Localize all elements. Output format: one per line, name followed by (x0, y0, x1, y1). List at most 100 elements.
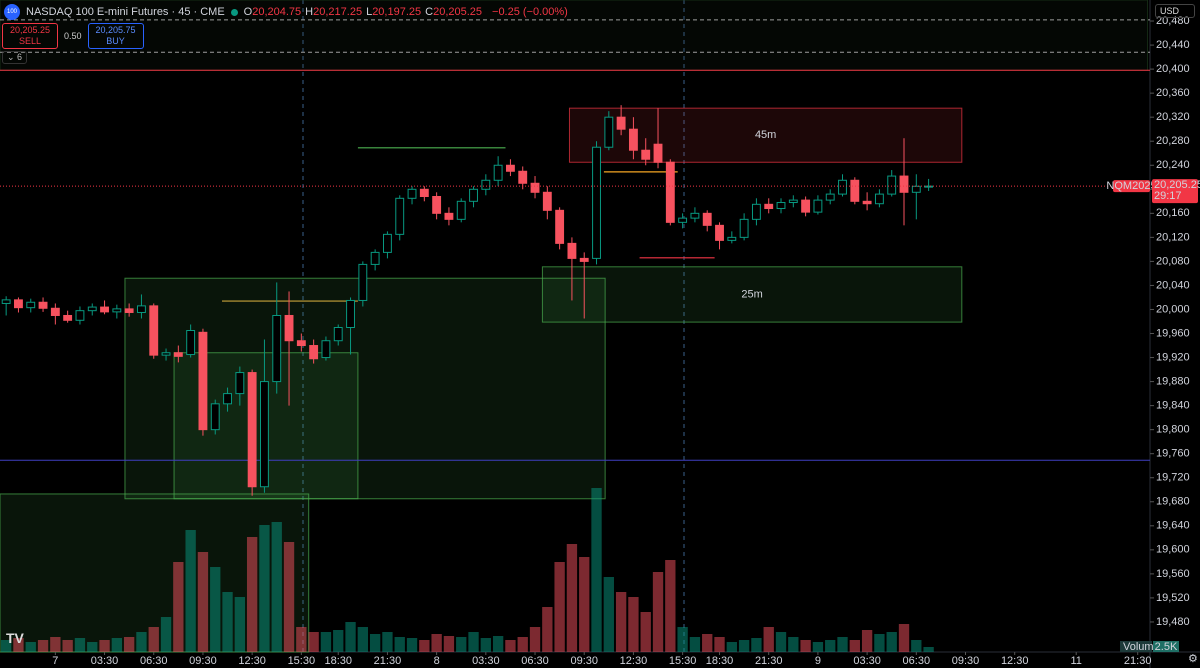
volume-bar (333, 630, 344, 652)
volume-bar (591, 488, 602, 652)
y-tick-label: 20,280 (1156, 135, 1190, 147)
candle-body (555, 209, 565, 244)
candle-body (173, 352, 183, 357)
x-tick-label: 03:30 (91, 655, 119, 667)
candle-body (296, 340, 306, 347)
volume-bar (861, 630, 873, 652)
x-tick-label: 06:30 (521, 655, 549, 667)
sell-button[interactable]: 20,205.25 SELL (2, 23, 58, 49)
candle-body (592, 146, 601, 259)
candle-body (137, 305, 146, 313)
y-tick-label: 20,440 (1156, 39, 1190, 51)
settings-icon[interactable]: ⚙ (1188, 653, 1198, 665)
currency-select[interactable]: USD (1155, 4, 1195, 18)
volume-bar (296, 627, 307, 652)
candle-body (346, 299, 355, 329)
volume-bar (652, 572, 664, 652)
candle-body (518, 170, 528, 184)
candle-body (124, 308, 134, 313)
change: −0.25 (−0.00%) (492, 6, 568, 18)
x-tick-label: 8 (434, 655, 440, 667)
ohlc-legend: O20,204.75 H20,217.25 L20,197.25 C20,205.25 (244, 6, 486, 18)
market-status[interactable] (230, 8, 238, 16)
volume-bar (271, 522, 282, 652)
buy-button[interactable]: 20,205.75 BUY (87, 23, 144, 49)
candle-body (1, 299, 11, 304)
candle-body (161, 352, 171, 356)
y-tick-label: 20,400 (1156, 63, 1190, 75)
candle-body (838, 179, 847, 195)
volume-bar (246, 537, 258, 652)
candle-body (14, 299, 23, 309)
volume-bar (136, 632, 147, 652)
candle-body (469, 188, 478, 202)
indicators-toggle[interactable]: ⌄ 6 (2, 51, 28, 64)
candle-body (235, 372, 245, 395)
zone-label: 45m (755, 129, 776, 141)
volume-bar (468, 632, 479, 652)
y-tick-label: 20,120 (1156, 231, 1190, 243)
y-tick-label: 19,960 (1156, 327, 1190, 339)
volume-bar (62, 640, 73, 652)
volume-bar (726, 642, 737, 652)
price-tag-label: 20,205.25 (1154, 179, 1200, 191)
candle-body (530, 182, 540, 193)
candle-body (75, 310, 85, 321)
volume-bar (320, 632, 332, 652)
ohlc-value: 20,205.25 (433, 6, 483, 18)
buy-price: 20,205.75 (95, 25, 136, 35)
x-tick-label: 06:30 (903, 655, 931, 667)
candle-body (764, 203, 774, 210)
volume-bar (148, 627, 159, 652)
x-tick-label: 21:30 (1124, 655, 1152, 667)
volume-bar (50, 637, 61, 652)
volume-bar (812, 642, 824, 652)
y-tick-label: 19,640 (1156, 520, 1190, 532)
y-tick-label: 19,600 (1156, 544, 1190, 556)
sell-price: 20,205.25 (9, 25, 51, 35)
candle-body (542, 191, 552, 211)
candle-body (407, 188, 417, 199)
x-tick-label: 09:30 (570, 655, 598, 667)
candle-body (333, 327, 343, 342)
volume-bar (898, 624, 910, 652)
x-tick-label: 03:30 (853, 655, 881, 667)
y-tick-label: 19,800 (1156, 424, 1190, 436)
candle-body (272, 314, 282, 383)
candle-body (444, 212, 454, 220)
y-tick-label: 20,160 (1156, 207, 1190, 219)
volume-bar (837, 637, 848, 652)
x-tick-label: 11 (1070, 655, 1081, 667)
y-tick-label: 20,000 (1156, 303, 1190, 315)
volume-legend-name: Volume (1123, 641, 1160, 653)
ohlc-value: 20,197.25 (372, 6, 422, 18)
volume-bar (185, 530, 196, 652)
volume-bar (628, 597, 639, 652)
volume-legend-box (1120, 641, 1152, 652)
x-tick-label: 12:30 (620, 655, 648, 667)
volume-bar (13, 638, 24, 652)
candle-body (321, 340, 331, 359)
volume-bar (714, 637, 725, 652)
y-tick-label: 20,040 (1156, 279, 1190, 291)
volume-bar (480, 638, 491, 652)
buy-label: BUY (106, 36, 125, 46)
x-tick-label: 09:30 (952, 655, 980, 667)
candle-body (899, 175, 909, 193)
candle-body (616, 116, 626, 130)
y-tick-label: 19,480 (1156, 616, 1190, 628)
volume-bar (308, 632, 319, 652)
y-tick-label: 19,920 (1156, 351, 1190, 363)
volume-bar (406, 638, 418, 652)
volume-bar (0, 640, 12, 652)
candle-body (481, 179, 491, 190)
zone (541, 266, 963, 323)
candle-body (26, 301, 36, 309)
volume-bar (160, 617, 172, 652)
volume-bar (123, 637, 135, 652)
symbol-title[interactable]: NASDAQ 100 E-mini Futures · 45 · CME (26, 6, 225, 18)
tv-logo: TV (6, 630, 24, 646)
volume-bar (37, 640, 49, 652)
x-tick-label: 15:30 (669, 655, 697, 667)
countdown: 29:17 (1154, 190, 1182, 202)
